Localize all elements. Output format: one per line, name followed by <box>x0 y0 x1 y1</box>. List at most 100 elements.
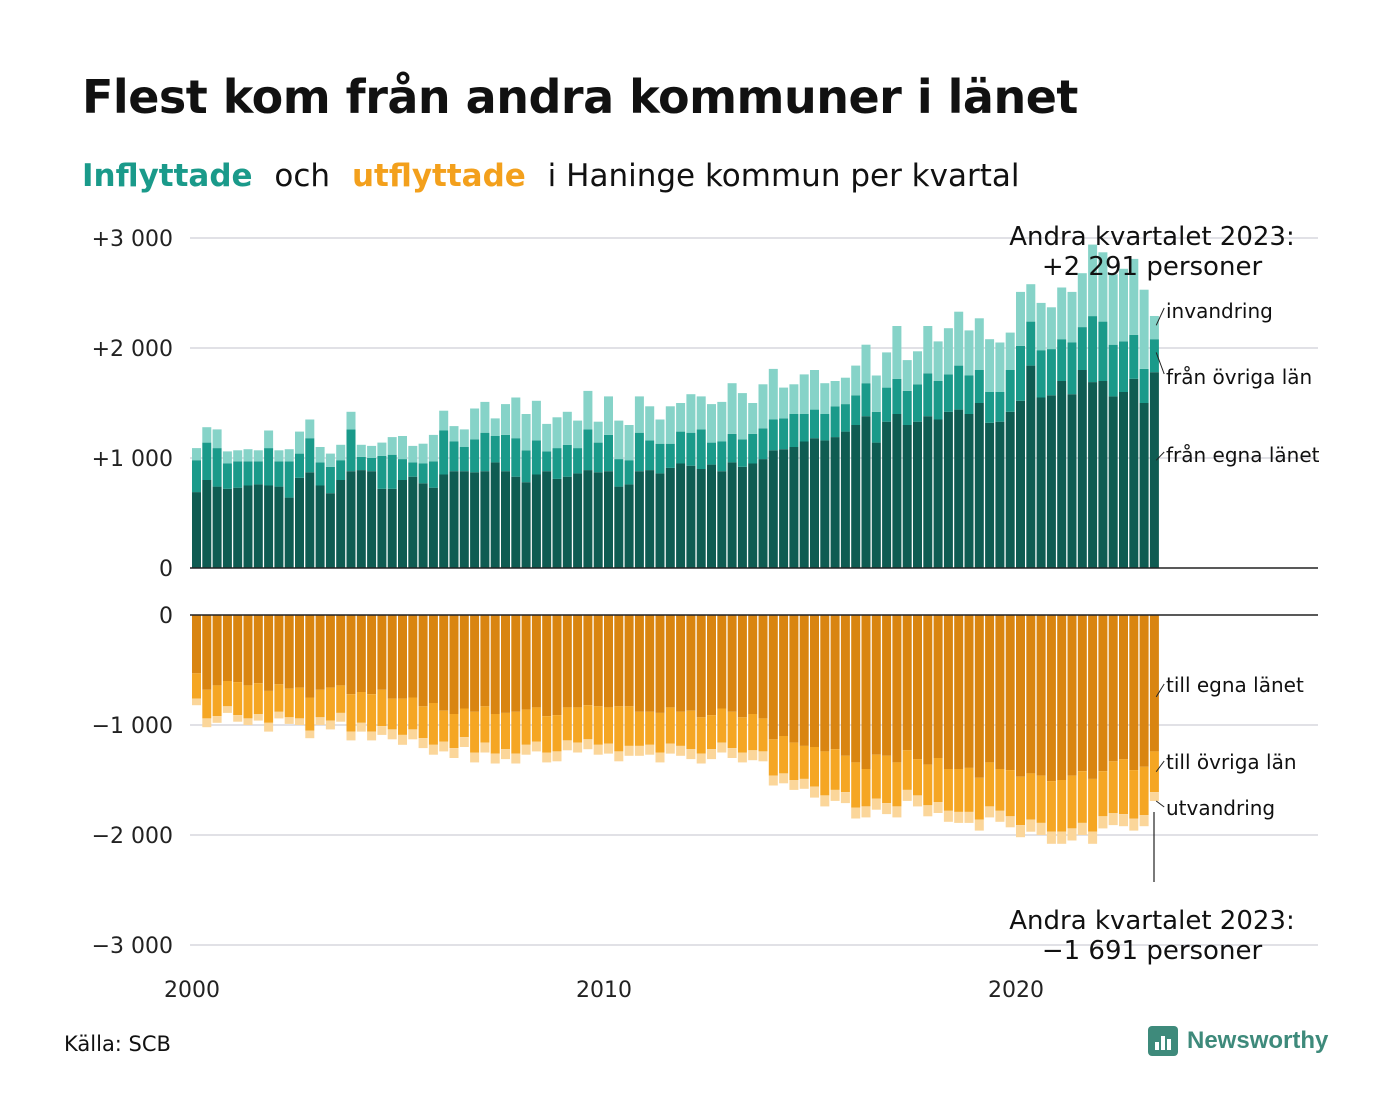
bar-in-0 <box>851 425 861 568</box>
bar-out-2 <box>779 773 789 784</box>
bar-out-2 <box>974 819 984 831</box>
bar-out-1 <box>1005 770 1015 817</box>
bar-in-0 <box>1139 403 1149 568</box>
bar-in-2 <box>284 449 294 462</box>
bar-in-1 <box>1016 345 1025 401</box>
bar-out-1 <box>686 710 696 750</box>
bar-out-1 <box>748 714 758 751</box>
bar-out-1 <box>377 689 387 727</box>
bar-in-0 <box>974 403 984 568</box>
bar-out-1 <box>521 709 531 745</box>
bar-in-0 <box>325 493 335 568</box>
bar-out-1 <box>758 718 768 752</box>
bar-in-1 <box>356 456 366 471</box>
bar-out-0 <box>531 615 541 708</box>
y-tick-label: −1 000 <box>92 714 173 739</box>
bar-in-0 <box>418 483 428 568</box>
bar-in-1 <box>243 461 253 486</box>
bar-in-0 <box>583 470 593 568</box>
bar-out-1 <box>325 687 335 721</box>
bar-in-1 <box>840 404 850 432</box>
bar-in-2 <box>696 396 706 430</box>
bar-in-1 <box>212 448 222 487</box>
bar-out-0 <box>779 615 789 736</box>
bar-out-0 <box>552 615 562 716</box>
bar-in-1 <box>686 432 696 466</box>
bar-in-1 <box>1046 349 1056 396</box>
bar-out-1 <box>902 750 912 790</box>
bar-in-0 <box>768 450 778 568</box>
bar-in-1 <box>1057 339 1067 381</box>
bar-out-0 <box>943 615 953 769</box>
bar-in-2 <box>315 447 325 463</box>
bar-in-2 <box>779 387 789 419</box>
bar-out-2 <box>243 718 253 725</box>
bar-out-0 <box>336 615 346 686</box>
bar-out-1 <box>222 681 232 707</box>
bar-out-2 <box>861 806 871 818</box>
bar-out-1 <box>274 684 284 712</box>
bar-out-1 <box>439 710 449 742</box>
bar-out-1 <box>449 714 459 749</box>
bar-in-0 <box>645 470 655 568</box>
bar-out-0 <box>737 615 747 718</box>
bar-in-2 <box>1067 291 1077 343</box>
bar-in-1 <box>882 387 892 422</box>
series-label: till övriga län <box>1166 750 1297 774</box>
bar-in-1 <box>459 447 469 472</box>
bar-out-1 <box>943 769 953 811</box>
bar-in-2 <box>233 450 243 462</box>
bar-in-0 <box>1098 381 1108 568</box>
bar-in-2 <box>387 437 397 455</box>
bar-out-0 <box>1036 615 1046 776</box>
bar-in-2 <box>892 326 902 379</box>
bar-out-0 <box>315 615 325 690</box>
bar-in-2 <box>954 311 964 366</box>
bar-out-0 <box>882 615 892 756</box>
bar-in-1 <box>593 442 603 473</box>
bar-in-2 <box>1005 332 1015 370</box>
bar-in-2 <box>758 384 768 429</box>
bar-in-2 <box>542 423 552 452</box>
bar-in-0 <box>985 422 995 568</box>
bar-out-1 <box>799 745 809 779</box>
bar-out-2 <box>202 718 212 728</box>
bar-in-1 <box>820 414 830 441</box>
bar-out-2 <box>1005 816 1015 828</box>
bar-in-0 <box>490 462 500 568</box>
bar-out-0 <box>1149 615 1159 752</box>
bar-out-1 <box>1026 773 1036 820</box>
bar-in-0 <box>799 441 809 568</box>
bar-out-2 <box>882 803 892 815</box>
bar-out-2 <box>336 712 346 722</box>
bar-out-2 <box>490 753 500 764</box>
bar-in-2 <box>573 420 583 449</box>
bar-in-1 <box>748 433 758 464</box>
bar-in-1 <box>1005 370 1015 412</box>
bar-out-1 <box>202 689 212 719</box>
bar-out-1 <box>655 712 665 753</box>
bar-in-1 <box>923 373 933 417</box>
bar-out-1 <box>542 716 552 753</box>
bar-out-0 <box>418 615 428 707</box>
bar-out-0 <box>624 615 634 707</box>
bar-in-0 <box>449 471 459 568</box>
bar-in-1 <box>624 460 634 485</box>
subtitle-utflyttade: utflyttade <box>351 158 526 194</box>
bar-in-0 <box>995 421 1005 568</box>
bar-in-1 <box>604 434 613 472</box>
bar-in-1 <box>233 461 243 488</box>
series-label: från egna länet <box>1166 443 1320 467</box>
bar-in-1 <box>192 460 201 493</box>
bar-in-0 <box>634 471 644 568</box>
bar-out-1 <box>398 698 407 735</box>
bar-in-1 <box>253 461 263 485</box>
bar-in-0 <box>439 474 449 568</box>
bar-out-2 <box>222 706 232 713</box>
bar-in-0 <box>1005 411 1015 568</box>
bar-in-2 <box>913 351 922 385</box>
subtitle-rest: i Haninge kommun per kvartal <box>547 158 1020 194</box>
bar-in-0 <box>315 485 325 568</box>
bar-out-1 <box>387 698 397 730</box>
bar-out-1 <box>501 712 510 750</box>
